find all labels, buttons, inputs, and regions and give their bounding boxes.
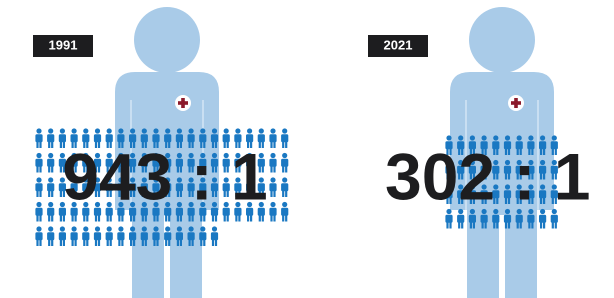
person-icon: [269, 128, 276, 148]
year-label: 2021: [384, 37, 413, 52]
person-icon: [47, 202, 54, 222]
infographic: 1991 2021 943 : 1 302 : 1: [0, 0, 614, 298]
person-icon: [269, 177, 276, 197]
person-icon: [281, 177, 288, 197]
person-icon: [47, 128, 54, 148]
ratio-label: 943 : 1: [62, 139, 267, 213]
person-icon: [117, 226, 124, 246]
person-icon: [35, 177, 42, 197]
person-icon: [82, 226, 89, 246]
person-icon: [164, 226, 171, 246]
person-icon: [94, 226, 101, 246]
person-icon: [269, 202, 276, 222]
person-icon: [281, 153, 288, 173]
person-icon: [211, 226, 218, 246]
year-label: 1991: [49, 37, 78, 52]
person-icon: [71, 226, 78, 246]
person-icon: [47, 177, 54, 197]
person-icon: [35, 128, 42, 148]
person-icon: [269, 153, 276, 173]
person-icon: [35, 202, 42, 222]
person-icon: [47, 226, 54, 246]
person-icon: [35, 153, 42, 173]
person-icon: [47, 153, 54, 173]
page: {"panels": [{"year": "1991", "ratio": "9…: [0, 0, 614, 298]
ratio-label: 302 : 1: [385, 139, 590, 213]
person-icon: [59, 226, 66, 246]
person-icon: [281, 202, 288, 222]
person-icon: [106, 226, 113, 246]
person-icon: [35, 226, 42, 246]
person-icon: [199, 226, 206, 246]
person-icon: [281, 128, 288, 148]
